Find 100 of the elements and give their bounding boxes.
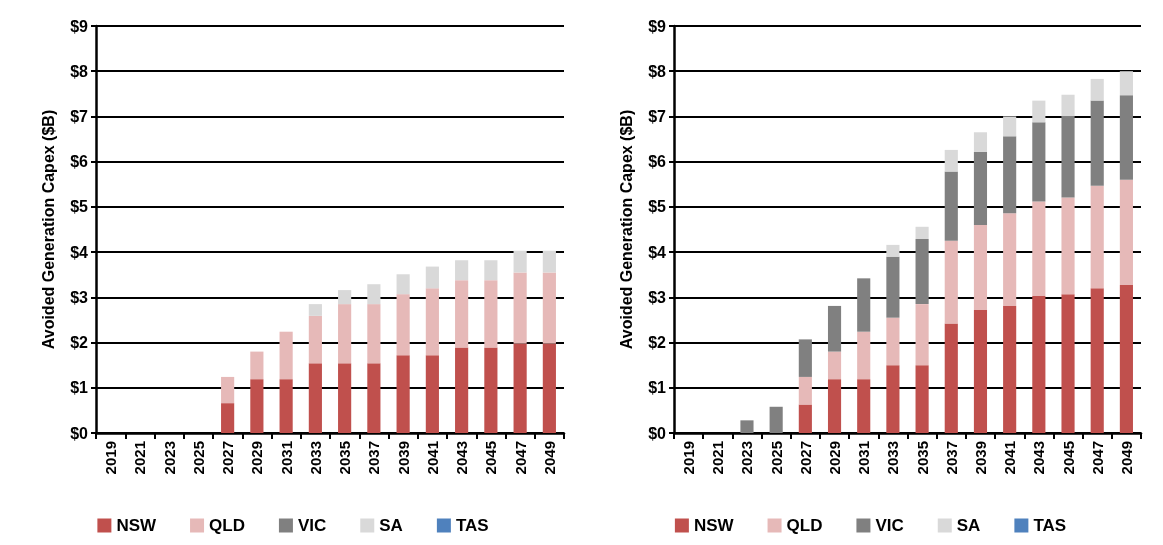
legend-label: NSW — [693, 516, 735, 535]
x-tick-label: 2047 — [511, 441, 529, 475]
y-tick-label: $4 — [648, 243, 667, 261]
bar — [484, 347, 498, 433]
bar — [396, 294, 410, 356]
legend-label: NSW — [116, 516, 157, 535]
bar — [915, 365, 929, 433]
bar — [1119, 95, 1133, 180]
x-tick-label: 2027 — [796, 441, 814, 475]
bar — [1032, 100, 1046, 123]
bar — [338, 304, 352, 364]
bar — [827, 351, 842, 380]
y-tick-label: $2 — [648, 334, 667, 352]
y-tick-label: $7 — [648, 107, 667, 125]
bar — [1090, 78, 1104, 101]
bar — [338, 290, 352, 305]
bar — [973, 132, 988, 152]
bar — [1032, 122, 1046, 202]
bar — [542, 272, 556, 344]
bar — [973, 151, 988, 225]
bar — [1003, 213, 1017, 306]
legend-label: QLD — [786, 516, 823, 535]
y-tick-label: $9 — [70, 17, 89, 35]
x-tick-label: 2031 — [277, 441, 295, 475]
bar — [798, 376, 812, 405]
bar — [915, 304, 929, 366]
y-tick-label: $5 — [70, 198, 89, 216]
x-tick-label: 2031 — [855, 441, 873, 475]
bar — [513, 250, 527, 273]
bar — [1003, 116, 1017, 137]
bar — [425, 288, 439, 356]
x-tick-label: 2045 — [482, 441, 500, 475]
bar — [915, 239, 929, 305]
bar — [1061, 197, 1075, 295]
legend-label: SA — [379, 516, 403, 535]
bar — [1003, 305, 1017, 433]
bar — [944, 149, 958, 172]
x-tick-label: 2039 — [394, 441, 412, 475]
bar — [798, 404, 812, 433]
bar — [338, 363, 352, 433]
bar — [279, 379, 293, 433]
bar — [857, 379, 871, 433]
bar — [973, 310, 988, 433]
bar — [308, 363, 322, 433]
y-axis-title: Avoided Generation Capex ($B) — [39, 109, 57, 350]
y-axis-title: Avoided Generation Capex ($B) — [617, 109, 635, 350]
bar — [367, 284, 381, 305]
legend-label: TAS — [1033, 516, 1067, 535]
bar — [1119, 285, 1133, 433]
bar — [308, 304, 322, 316]
legend-label: QLD — [209, 516, 245, 535]
y-tick-label: $7 — [70, 107, 89, 125]
bar — [279, 331, 293, 380]
bar — [455, 260, 469, 281]
x-tick-label: 2047 — [1088, 441, 1106, 475]
x-tick-label: 2033 — [884, 441, 902, 475]
bar — [1003, 136, 1017, 214]
y-tick-label: $2 — [70, 334, 89, 352]
bar — [886, 244, 900, 257]
bar — [455, 347, 469, 433]
bar — [798, 339, 812, 377]
x-tick-label: 2027 — [219, 441, 237, 475]
x-tick-label: 2029 — [248, 441, 266, 475]
bar — [1032, 201, 1046, 296]
bar — [513, 343, 527, 433]
bar — [367, 363, 381, 433]
bar — [944, 171, 958, 241]
bar — [308, 315, 322, 364]
y-tick-label: $8 — [70, 62, 89, 80]
bar — [827, 305, 842, 352]
y-tick-label: $6 — [648, 153, 667, 171]
legend-label: VIC — [297, 516, 327, 535]
bar — [1032, 295, 1046, 433]
y-tick-label: $1 — [70, 379, 89, 397]
y-tick-label: $0 — [648, 424, 667, 442]
bar — [542, 250, 556, 273]
x-tick-label: 2049 — [540, 441, 558, 475]
bar — [221, 403, 235, 433]
x-tick-label: 2021 — [131, 441, 149, 475]
x-tick-label: 2029 — [826, 441, 844, 475]
x-tick-label: 2021 — [709, 441, 727, 475]
y-tick-label: $3 — [70, 288, 89, 306]
x-tick-label: 2025 — [189, 441, 207, 475]
bar — [973, 224, 988, 310]
bar — [1061, 116, 1075, 198]
x-tick-label: 2041 — [423, 441, 441, 475]
bar — [513, 272, 527, 344]
bar — [425, 355, 439, 433]
x-tick-label: 2045 — [1059, 441, 1077, 475]
bar — [886, 256, 900, 318]
bar — [886, 317, 900, 366]
legend-label: VIC — [875, 516, 904, 535]
y-tick-label: $1 — [648, 379, 667, 397]
x-tick-label: 2035 — [336, 441, 354, 475]
x-tick-label: 2019 — [102, 441, 120, 475]
x-tick-label: 2037 — [365, 441, 383, 475]
x-tick-label: 2025 — [767, 441, 785, 475]
bar — [221, 376, 235, 404]
bar — [1061, 94, 1075, 117]
y-tick-label: $5 — [648, 198, 667, 216]
